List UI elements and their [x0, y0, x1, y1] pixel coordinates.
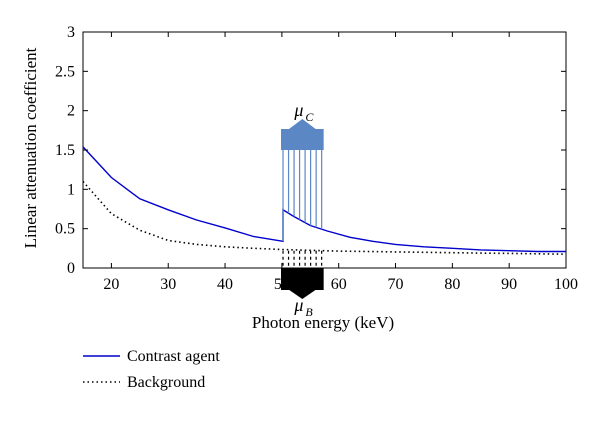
- x-tick-label: 50: [274, 276, 290, 293]
- series-line-background: [82, 180, 567, 255]
- y-tick-label: 0: [67, 260, 75, 277]
- series-line-contrast-agent: [82, 146, 566, 253]
- y-tick-label: 2.5: [55, 63, 75, 80]
- mu-b-label-sub: B: [305, 305, 313, 319]
- plot-frame: [82, 31, 567, 269]
- x-tick-label: 60: [331, 276, 347, 293]
- plot-area-border: [82, 31, 567, 269]
- mu-c-label: μ: [293, 100, 303, 120]
- y-axis-label: Linear attenuation coefficient: [21, 47, 40, 248]
- x-tick-label: 40: [217, 276, 233, 293]
- x-tick-label: 80: [444, 276, 460, 293]
- legend-label-background: Background: [127, 374, 205, 391]
- mu-c-arrow-body: [281, 129, 324, 150]
- y-tick-label: 0.5: [55, 221, 75, 238]
- legend: Contrast agent Background: [83, 348, 220, 391]
- legend-label-contrast: Contrast agent: [127, 348, 220, 365]
- x-tick-label: 100: [554, 276, 578, 293]
- y-tick-label: 1.5: [55, 142, 75, 159]
- y-tick-label: 2: [67, 103, 75, 120]
- x-tick-label: 20: [103, 276, 119, 293]
- x-tick-label: 90: [501, 276, 517, 293]
- tick-layer: 20 30 40 50 60 70 80 90 100 0 0.5 1 1.5 2 2.5 3: [55, 24, 578, 293]
- series-layer: [82, 146, 567, 255]
- mu-c-label-sub: C: [305, 110, 314, 124]
- mu-c-arrow-head: [286, 119, 319, 131]
- mu-b-arrow-head: [286, 288, 319, 299]
- mu-b-label: μ: [293, 295, 303, 315]
- y-tick-label: 3: [67, 24, 75, 41]
- x-axis-label: Photon energy (keV): [252, 313, 394, 332]
- annotation-layer: μ Cμ B: [281, 100, 324, 319]
- mu-b-arrow-body: [281, 268, 324, 290]
- x-tick-label: 30: [160, 276, 176, 293]
- y-tick-label: 1: [67, 181, 75, 198]
- x-tick-label: 70: [388, 276, 404, 293]
